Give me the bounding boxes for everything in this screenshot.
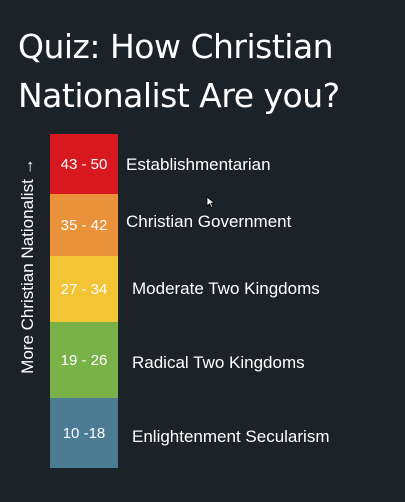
level-label-christian-government: Christian Government	[126, 212, 292, 231]
range-label: 35 - 42	[60, 216, 108, 234]
arrow-up-icon: →	[18, 158, 37, 176]
axis-label: More Christian Nationalist →	[18, 158, 38, 374]
scale-band-1: 43 - 50	[50, 134, 118, 194]
range-label: 43 - 50	[60, 155, 108, 173]
title-line-2: Nationalist Are you?	[18, 76, 340, 115]
scale-band-5: 10 -18	[50, 398, 118, 468]
mouse-pointer-icon	[206, 196, 216, 208]
level-label-moderate-two-kingdoms: Moderate Two Kingdoms	[132, 279, 320, 298]
scale-band-3: 27 - 34	[50, 256, 118, 322]
scale-band-4: 19 - 26	[50, 322, 118, 398]
range-label: 27 - 34	[60, 280, 108, 298]
scale-band-2: 35 - 42	[50, 194, 118, 256]
title-line-1: Quiz: How Christian	[18, 27, 334, 66]
range-label: 10 -18	[62, 424, 106, 442]
level-label-radical-two-kingdoms: Radical Two Kingdoms	[132, 353, 305, 372]
range-label: 19 - 26	[60, 351, 108, 369]
axis-label-text: More Christian Nationalist	[18, 179, 37, 374]
page-title: Quiz: How Christian Nationalist Are you?	[18, 22, 398, 120]
level-label-establishmentarian: Establishmentarian	[126, 155, 271, 174]
level-label-enlightenment-secularism: Enlightenment Secularism	[132, 427, 330, 446]
